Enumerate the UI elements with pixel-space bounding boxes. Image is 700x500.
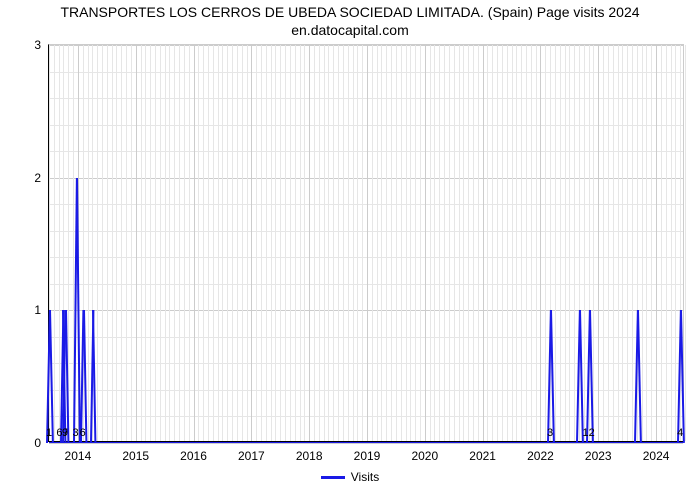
y-tick-label: 2	[34, 172, 49, 184]
x-tick-label: 2016	[180, 449, 207, 463]
x-tick-label: 2020	[411, 449, 438, 463]
x-tick-label: 2014	[65, 449, 92, 463]
plot-area: 1679363124 20142015201620172018201920202…	[48, 44, 684, 442]
x-tick-label: 2019	[354, 449, 381, 463]
legend: Visits	[0, 470, 700, 484]
chart-root: TRANSPORTES LOS CERROS DE UBEDA SOCIEDAD…	[0, 0, 700, 500]
legend-label: Visits	[351, 470, 379, 484]
y-tick-label: 3	[34, 39, 49, 51]
x-tick-label: 2018	[296, 449, 323, 463]
x-tick-label: 2024	[643, 449, 670, 463]
x-tick-label: 2023	[585, 449, 612, 463]
y-axis-labels: 0123	[49, 45, 683, 441]
x-tick-label: 2017	[238, 449, 265, 463]
legend-swatch	[321, 476, 345, 479]
y-tick-label: 1	[34, 304, 49, 316]
y-tick-label: 0	[34, 437, 49, 449]
x-tick-label: 2015	[122, 449, 149, 463]
x-tick-label: 2022	[527, 449, 554, 463]
chart-title: TRANSPORTES LOS CERROS DE UBEDA SOCIEDAD…	[0, 4, 700, 39]
x-tick-label: 2021	[469, 449, 496, 463]
